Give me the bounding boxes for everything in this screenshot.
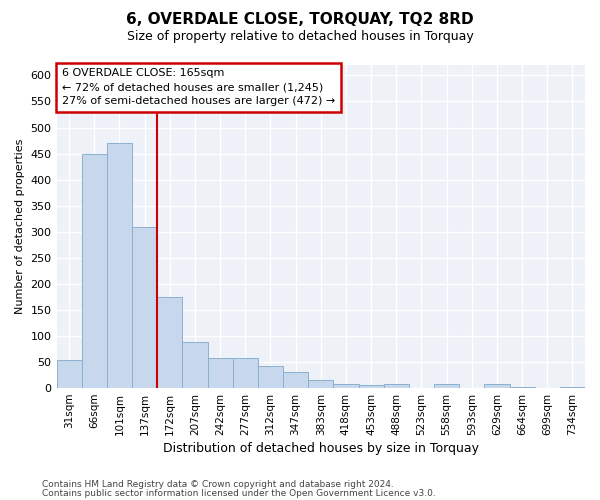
Text: Size of property relative to detached houses in Torquay: Size of property relative to detached ho… xyxy=(127,30,473,43)
Bar xyxy=(107,143,132,388)
Bar xyxy=(56,360,82,388)
Text: 6 OVERDALE CLOSE: 165sqm
← 72% of detached houses are smaller (1,245)
27% of sem: 6 OVERDALE CLOSE: 165sqm ← 72% of detach… xyxy=(62,68,335,106)
Text: Contains public sector information licensed under the Open Government Licence v3: Contains public sector information licen… xyxy=(42,488,436,498)
Y-axis label: Number of detached properties: Number of detached properties xyxy=(15,139,25,314)
Text: 6, OVERDALE CLOSE, TORQUAY, TQ2 8RD: 6, OVERDALE CLOSE, TORQUAY, TQ2 8RD xyxy=(126,12,474,28)
Bar xyxy=(157,297,182,388)
Bar xyxy=(233,358,258,388)
X-axis label: Distribution of detached houses by size in Torquay: Distribution of detached houses by size … xyxy=(163,442,479,455)
Bar xyxy=(182,342,208,388)
Bar xyxy=(132,226,157,388)
Text: Contains HM Land Registry data © Crown copyright and database right 2024.: Contains HM Land Registry data © Crown c… xyxy=(42,480,394,489)
Bar xyxy=(509,387,535,388)
Bar xyxy=(434,384,459,388)
Bar xyxy=(334,384,359,388)
Bar xyxy=(208,358,233,388)
Bar xyxy=(308,380,334,388)
Bar xyxy=(560,386,585,388)
Bar xyxy=(82,154,107,388)
Bar xyxy=(283,372,308,388)
Bar xyxy=(484,384,509,388)
Bar xyxy=(258,366,283,388)
Bar xyxy=(359,385,383,388)
Bar xyxy=(383,384,409,388)
